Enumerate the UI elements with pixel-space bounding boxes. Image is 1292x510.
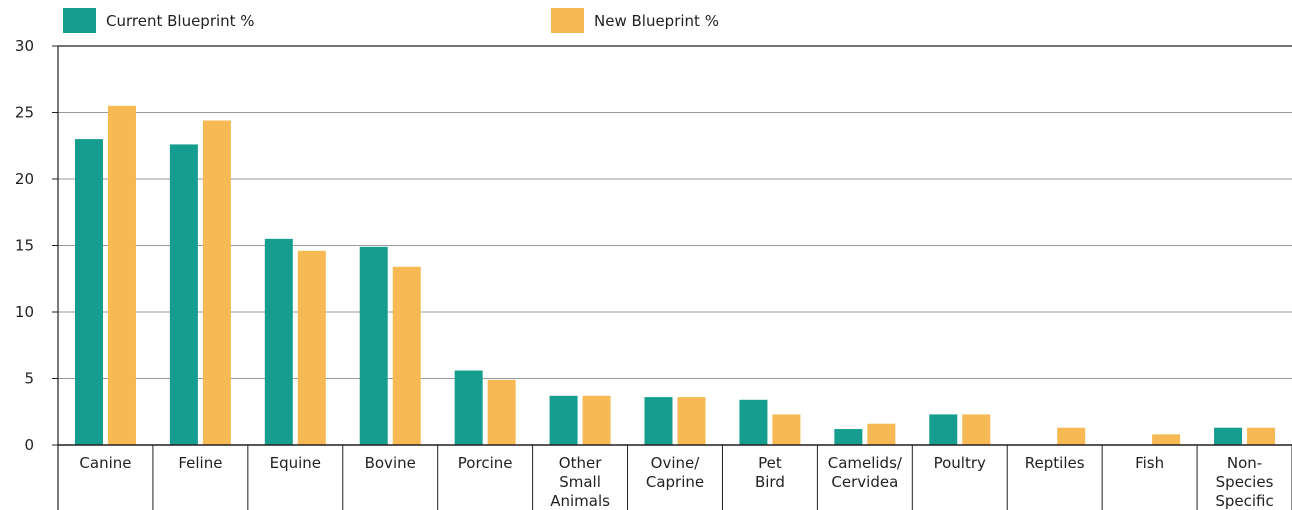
gridlines (58, 45, 1292, 446)
x-category-label: Pet (758, 454, 782, 472)
x-category-label: Canine (79, 454, 131, 472)
y-tick-label: 30 (15, 37, 34, 55)
bar-1-1 (74, 139, 103, 445)
y-tick-label: 10 (15, 303, 34, 321)
x-category-label: Small (559, 473, 601, 491)
bar-1-5 (454, 370, 483, 445)
legend: Current Blueprint % New Blueprint % (63, 8, 719, 33)
x-category-label: Fish (1135, 454, 1164, 472)
x-category-label: Reptiles (1025, 454, 1085, 472)
bar-2-5 (487, 379, 516, 445)
x-category-label: Specific (1215, 492, 1273, 510)
x-category-label: Species (1216, 473, 1274, 491)
y-tick-label: 20 (15, 170, 34, 188)
x-category-label: Cervidea (831, 473, 898, 491)
x-category-label: Bird (755, 473, 785, 491)
axes (57, 45, 1292, 510)
x-category-label: Equine (270, 454, 321, 472)
x-category-label: Bovine (365, 454, 416, 472)
bar-1-13 (1214, 427, 1243, 445)
x-category-label: Camelids/ (828, 454, 903, 472)
y-tick-label: 0 (24, 436, 34, 454)
legend-swatch-2 (551, 8, 584, 33)
bar-2-1 (107, 105, 136, 445)
x-axis-categories: Canine Feline Equine Bovine Porcine OtherSmal… (79, 454, 1273, 510)
bar-1-9 (834, 429, 863, 445)
x-category-label: Non- (1227, 454, 1262, 472)
bar-1-10 (929, 414, 958, 445)
bars (74, 105, 1276, 446)
bar-2-2 (202, 120, 231, 445)
y-tick-label: 25 (15, 104, 34, 122)
bar-1-6 (549, 395, 578, 445)
y-tick-label: 5 (24, 370, 34, 388)
x-category-label: Poultry (934, 454, 986, 472)
bar-2-4 (392, 266, 421, 445)
bar-2-12 (1152, 434, 1181, 445)
bar-1-7 (644, 397, 673, 445)
x-category-label: Animals (550, 492, 610, 510)
legend-swatch-1 (63, 8, 96, 33)
bar-2-3 (297, 250, 326, 445)
bar-1-2 (169, 144, 198, 446)
bar-1-8 (739, 399, 768, 445)
bar-2-10 (962, 414, 991, 445)
y-axis-ticks: 0 5 10 15 20 25 30 (15, 37, 58, 454)
bar-2-13 (1247, 427, 1276, 445)
bar-2-8 (772, 414, 801, 445)
legend-label-2: New Blueprint % (594, 12, 719, 30)
x-category-label: Other (559, 454, 602, 472)
bar-2-6 (582, 395, 611, 445)
bar-1-4 (359, 246, 388, 445)
x-category-label: Porcine (458, 454, 513, 472)
bar-1-3 (264, 238, 293, 445)
x-category-label: Feline (178, 454, 222, 472)
legend-label-1: Current Blueprint % (106, 12, 255, 30)
bar-2-11 (1057, 427, 1086, 445)
x-category-label: Ovine/ (651, 454, 701, 472)
y-tick-label: 15 (15, 237, 34, 255)
x-category-label: Caprine (646, 473, 704, 491)
bar-2-7 (677, 397, 706, 445)
bar-2-9 (867, 423, 896, 445)
